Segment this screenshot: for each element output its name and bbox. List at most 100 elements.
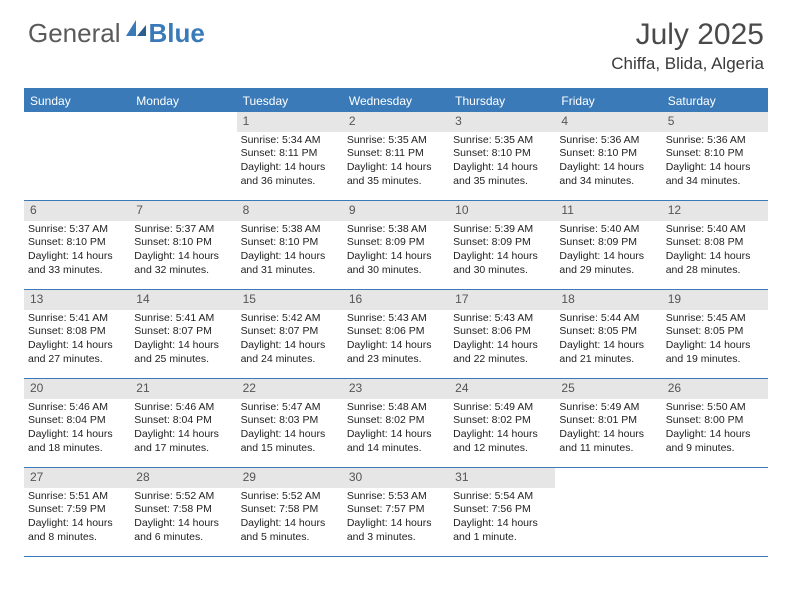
sunrise-text: Sunrise: 5:49 AM — [453, 401, 551, 415]
day-content: Sunrise: 5:44 AMSunset: 8:05 PMDaylight:… — [555, 310, 661, 371]
day-cell: 19Sunrise: 5:45 AMSunset: 8:05 PMDayligh… — [662, 290, 768, 378]
day-cell: 28Sunrise: 5:52 AMSunset: 7:58 PMDayligh… — [130, 468, 236, 556]
sunrise-text: Sunrise: 5:37 AM — [134, 223, 232, 237]
daylight-text: Daylight: 14 hours and 31 minutes. — [241, 250, 339, 277]
sunrise-text: Sunrise: 5:40 AM — [559, 223, 657, 237]
sunset-text: Sunset: 8:09 PM — [559, 236, 657, 250]
logo-text-blue: Blue — [149, 18, 205, 49]
daylight-text: Daylight: 14 hours and 30 minutes. — [453, 250, 551, 277]
sunrise-text: Sunrise: 5:41 AM — [28, 312, 126, 326]
daylight-text: Daylight: 14 hours and 35 minutes. — [453, 161, 551, 188]
day-cell: 9Sunrise: 5:38 AMSunset: 8:09 PMDaylight… — [343, 201, 449, 289]
logo-text-general: General — [28, 18, 121, 49]
day-cell: 27Sunrise: 5:51 AMSunset: 7:59 PMDayligh… — [24, 468, 130, 556]
day-cell: 4Sunrise: 5:36 AMSunset: 8:10 PMDaylight… — [555, 112, 661, 200]
day-cell: 12Sunrise: 5:40 AMSunset: 8:08 PMDayligh… — [662, 201, 768, 289]
day-content: Sunrise: 5:47 AMSunset: 8:03 PMDaylight:… — [237, 399, 343, 460]
sunrise-text: Sunrise: 5:54 AM — [453, 490, 551, 504]
weekday-header: Monday — [130, 90, 236, 112]
sunrise-text: Sunrise: 5:37 AM — [28, 223, 126, 237]
day-cell: 15Sunrise: 5:42 AMSunset: 8:07 PMDayligh… — [237, 290, 343, 378]
weekday-header-row: Sunday Monday Tuesday Wednesday Thursday… — [24, 90, 768, 112]
sunrise-text: Sunrise: 5:43 AM — [347, 312, 445, 326]
sunrise-text: Sunrise: 5:36 AM — [559, 134, 657, 148]
daylight-text: Daylight: 14 hours and 34 minutes. — [559, 161, 657, 188]
day-cell: 2Sunrise: 5:35 AMSunset: 8:11 PMDaylight… — [343, 112, 449, 200]
header: General Blue July 2025 Chiffa, Blida, Al… — [0, 0, 792, 82]
sunset-text: Sunset: 8:11 PM — [347, 147, 445, 161]
sunset-text: Sunset: 8:03 PM — [241, 414, 339, 428]
sunset-text: Sunset: 7:56 PM — [453, 503, 551, 517]
daylight-text: Daylight: 14 hours and 14 minutes. — [347, 428, 445, 455]
week-row: 20Sunrise: 5:46 AMSunset: 8:04 PMDayligh… — [24, 379, 768, 468]
day-content: Sunrise: 5:36 AMSunset: 8:10 PMDaylight:… — [662, 132, 768, 193]
day-cell: 26Sunrise: 5:50 AMSunset: 8:00 PMDayligh… — [662, 379, 768, 467]
day-cell: 25Sunrise: 5:49 AMSunset: 8:01 PMDayligh… — [555, 379, 661, 467]
day-content: Sunrise: 5:43 AMSunset: 8:06 PMDaylight:… — [449, 310, 555, 371]
daylight-text: Daylight: 14 hours and 19 minutes. — [666, 339, 764, 366]
day-cell: 8Sunrise: 5:38 AMSunset: 8:10 PMDaylight… — [237, 201, 343, 289]
sunset-text: Sunset: 8:11 PM — [241, 147, 339, 161]
day-number: 31 — [449, 468, 555, 488]
sunrise-text: Sunrise: 5:53 AM — [347, 490, 445, 504]
weeks-container: 1Sunrise: 5:34 AMSunset: 8:11 PMDaylight… — [24, 112, 768, 557]
sunrise-text: Sunrise: 5:39 AM — [453, 223, 551, 237]
sunset-text: Sunset: 8:04 PM — [134, 414, 232, 428]
weekday-header: Sunday — [24, 90, 130, 112]
day-number: 25 — [555, 379, 661, 399]
daylight-text: Daylight: 14 hours and 22 minutes. — [453, 339, 551, 366]
sunset-text: Sunset: 8:05 PM — [666, 325, 764, 339]
sunrise-text: Sunrise: 5:35 AM — [347, 134, 445, 148]
day-number: 7 — [130, 201, 236, 221]
location: Chiffa, Blida, Algeria — [611, 54, 764, 74]
empty-day-cell — [555, 468, 661, 556]
day-cell: 18Sunrise: 5:44 AMSunset: 8:05 PMDayligh… — [555, 290, 661, 378]
sunrise-text: Sunrise: 5:51 AM — [28, 490, 126, 504]
sunset-text: Sunset: 8:10 PM — [559, 147, 657, 161]
sunset-text: Sunset: 8:10 PM — [453, 147, 551, 161]
day-number: 15 — [237, 290, 343, 310]
daylight-text: Daylight: 14 hours and 23 minutes. — [347, 339, 445, 366]
day-number: 26 — [662, 379, 768, 399]
sunset-text: Sunset: 7:57 PM — [347, 503, 445, 517]
day-cell: 1Sunrise: 5:34 AMSunset: 8:11 PMDaylight… — [237, 112, 343, 200]
daylight-text: Daylight: 14 hours and 3 minutes. — [347, 517, 445, 544]
sunrise-text: Sunrise: 5:38 AM — [347, 223, 445, 237]
day-content: Sunrise: 5:35 AMSunset: 8:11 PMDaylight:… — [343, 132, 449, 193]
daylight-text: Daylight: 14 hours and 15 minutes. — [241, 428, 339, 455]
day-content: Sunrise: 5:41 AMSunset: 8:08 PMDaylight:… — [24, 310, 130, 371]
sunset-text: Sunset: 8:08 PM — [28, 325, 126, 339]
sunrise-text: Sunrise: 5:50 AM — [666, 401, 764, 415]
sunrise-text: Sunrise: 5:42 AM — [241, 312, 339, 326]
day-content: Sunrise: 5:53 AMSunset: 7:57 PMDaylight:… — [343, 488, 449, 549]
day-content: Sunrise: 5:35 AMSunset: 8:10 PMDaylight:… — [449, 132, 555, 193]
day-cell: 6Sunrise: 5:37 AMSunset: 8:10 PMDaylight… — [24, 201, 130, 289]
week-row: 1Sunrise: 5:34 AMSunset: 8:11 PMDaylight… — [24, 112, 768, 201]
daylight-text: Daylight: 14 hours and 35 minutes. — [347, 161, 445, 188]
day-content: Sunrise: 5:51 AMSunset: 7:59 PMDaylight:… — [24, 488, 130, 549]
day-number: 23 — [343, 379, 449, 399]
empty-day-cell — [130, 112, 236, 200]
day-content: Sunrise: 5:37 AMSunset: 8:10 PMDaylight:… — [24, 221, 130, 282]
sunset-text: Sunset: 8:04 PM — [28, 414, 126, 428]
day-number: 18 — [555, 290, 661, 310]
day-number: 5 — [662, 112, 768, 132]
daylight-text: Daylight: 14 hours and 29 minutes. — [559, 250, 657, 277]
day-cell: 31Sunrise: 5:54 AMSunset: 7:56 PMDayligh… — [449, 468, 555, 556]
daylight-text: Daylight: 14 hours and 36 minutes. — [241, 161, 339, 188]
daylight-text: Daylight: 14 hours and 5 minutes. — [241, 517, 339, 544]
day-number: 14 — [130, 290, 236, 310]
day-content: Sunrise: 5:52 AMSunset: 7:58 PMDaylight:… — [130, 488, 236, 549]
sunset-text: Sunset: 8:06 PM — [453, 325, 551, 339]
day-content: Sunrise: 5:34 AMSunset: 8:11 PMDaylight:… — [237, 132, 343, 193]
daylight-text: Daylight: 14 hours and 27 minutes. — [28, 339, 126, 366]
daylight-text: Daylight: 14 hours and 32 minutes. — [134, 250, 232, 277]
day-content: Sunrise: 5:42 AMSunset: 8:07 PMDaylight:… — [237, 310, 343, 371]
day-content: Sunrise: 5:49 AMSunset: 8:01 PMDaylight:… — [555, 399, 661, 460]
day-number: 8 — [237, 201, 343, 221]
day-number: 6 — [24, 201, 130, 221]
daylight-text: Daylight: 14 hours and 9 minutes. — [666, 428, 764, 455]
daylight-text: Daylight: 14 hours and 12 minutes. — [453, 428, 551, 455]
day-number: 12 — [662, 201, 768, 221]
sunrise-text: Sunrise: 5:45 AM — [666, 312, 764, 326]
